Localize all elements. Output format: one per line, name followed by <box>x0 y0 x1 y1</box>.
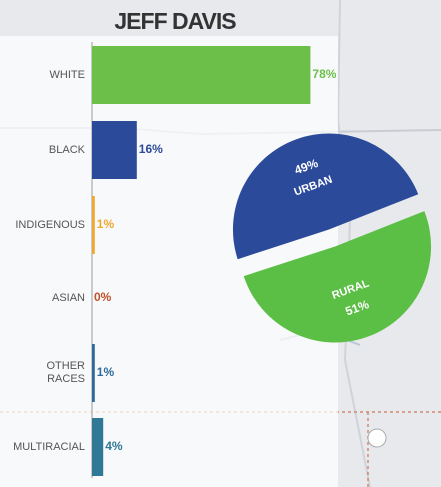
category-label: BLACK <box>0 130 85 170</box>
pie-slice <box>232 133 419 260</box>
bar <box>92 196 95 254</box>
value-label: 0% <box>94 290 112 304</box>
pie-slice <box>243 211 432 343</box>
category-text: OTHER RACES <box>46 360 86 385</box>
value-label: 78% <box>312 67 336 81</box>
chart-title: JEFF DAVIS <box>114 8 236 34</box>
category-text: MULTIRACIAL <box>13 440 85 453</box>
category-text: ASIAN <box>51 291 85 304</box>
category-label: ASIAN <box>0 278 85 318</box>
bar <box>92 344 95 402</box>
category-text: INDIGENOUS <box>15 218 85 231</box>
category-text: BLACK <box>48 143 85 156</box>
bar <box>92 121 137 179</box>
category-label: WHITE <box>0 55 85 95</box>
category-label: INDIGENOUS <box>0 205 85 245</box>
category-text: WHITE <box>49 68 85 81</box>
value-label: 16% <box>139 142 163 156</box>
category-label: OTHER RACES <box>0 353 86 393</box>
value-label: 1% <box>97 365 115 379</box>
value-label: 4% <box>105 439 123 453</box>
bar <box>92 46 311 104</box>
bar <box>92 418 104 476</box>
value-label: 1% <box>97 217 115 231</box>
category-label: MULTIRACIAL <box>0 427 85 467</box>
